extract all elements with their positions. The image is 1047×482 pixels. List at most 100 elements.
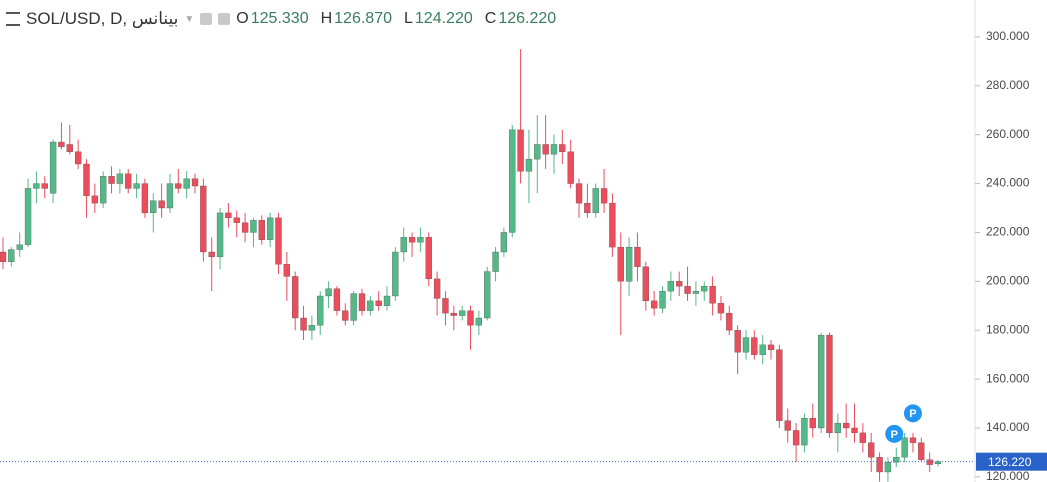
y-tick-label: 200.000 [986, 274, 1030, 288]
candle-body [325, 288, 332, 297]
price-tag [976, 452, 1047, 471]
candle-body [784, 420, 791, 431]
ohlc-value: 124.220 [414, 10, 473, 27]
candle-body [74, 151, 82, 165]
candle-body [125, 173, 132, 189]
candle-body [433, 278, 441, 299]
candle-body [692, 290, 700, 294]
candle-body [884, 462, 892, 473]
candle-body [500, 232, 508, 253]
candle-body [801, 418, 808, 446]
candle-body [8, 249, 15, 262]
candle-body [66, 144, 73, 152]
y-tick-label: 300.000 [986, 29, 1030, 43]
candle-body [600, 188, 608, 204]
candle-body [484, 271, 491, 319]
ohlc-item: C 126.220 [485, 10, 556, 28]
eye-icon[interactable] [200, 13, 213, 25]
candle-body [191, 178, 199, 187]
candle-body [41, 183, 48, 189]
marker-label: P [891, 429, 898, 441]
candle-body [392, 251, 399, 297]
candle-body [216, 212, 224, 258]
candle-body [517, 129, 524, 172]
candle-body [133, 183, 140, 189]
candle-body [24, 188, 32, 245]
candle-body [275, 217, 282, 265]
candle-body [350, 293, 357, 321]
candle-body [701, 286, 708, 292]
candle-body [751, 337, 758, 355]
candle-body [542, 144, 549, 155]
candle-body [684, 286, 691, 294]
candle-body [567, 151, 574, 184]
candle-body [250, 220, 257, 233]
candle-body [283, 264, 290, 277]
candle-body [258, 220, 265, 240]
symbol[interactable]: SOL/USD, D, بينانس [26, 9, 179, 28]
candle-body [634, 246, 641, 267]
candle-body [592, 188, 599, 214]
price-tag-label: 126.220 [988, 455, 1032, 469]
candle-body [817, 334, 825, 429]
ohlc-value: 126.870 [334, 10, 392, 27]
candle-body [33, 183, 40, 189]
candle-body [584, 202, 591, 214]
candle-body [0, 251, 7, 262]
candle-body [459, 310, 466, 316]
candle-body [358, 293, 366, 311]
candle-body [667, 281, 675, 292]
dropdown[interactable]: ▼ [184, 13, 195, 25]
candle-body [308, 325, 316, 331]
candle-body [450, 312, 457, 316]
candle-body [776, 349, 783, 421]
candle-body [425, 237, 432, 280]
ohlc-key: L [404, 10, 413, 27]
candle-body [333, 288, 341, 311]
y-tick-label: 240.000 [986, 176, 1030, 190]
ohlc-value: 125.330 [250, 10, 309, 27]
candle-body [868, 442, 875, 458]
candle-body [266, 217, 274, 240]
ohlc-key: O [236, 10, 249, 27]
y-tick-label: 180.000 [986, 322, 1030, 336]
candle-body [525, 158, 533, 172]
candle-body [100, 176, 107, 204]
candle-body [342, 310, 349, 321]
candle-body [659, 290, 666, 309]
candle-body [49, 141, 57, 194]
candle-body [709, 286, 716, 304]
candle-body [417, 237, 424, 243]
candle-body [734, 330, 741, 353]
candle-body [909, 437, 917, 443]
ohlc-item: O 125.330 [236, 10, 308, 28]
candle-body [292, 276, 299, 319]
ohlc-key: C [484, 10, 497, 27]
candle-body [934, 461, 942, 464]
menu-icon[interactable] [6, 12, 20, 26]
candle-body [926, 459, 933, 465]
candle-body [317, 295, 324, 326]
candle-body [901, 437, 908, 458]
candle-body [575, 183, 583, 204]
ohlc-key: H [320, 10, 333, 27]
candle-body [726, 312, 733, 331]
candle-body [843, 422, 850, 429]
y-tick-label: 260.000 [986, 127, 1030, 141]
candle-body [859, 432, 867, 443]
candle-body [58, 141, 65, 148]
candle-body [876, 457, 883, 473]
candle-body [809, 418, 816, 429]
candle-body [742, 337, 750, 353]
candle-body [83, 163, 90, 196]
candle-body [108, 176, 115, 184]
candle-body [509, 129, 516, 233]
settings-icon[interactable] [218, 13, 231, 25]
candle-body [225, 212, 232, 218]
candle-body [208, 251, 215, 258]
candle-body [442, 298, 449, 314]
candle-body [183, 178, 190, 189]
candle-body [383, 295, 391, 306]
candle-body [233, 217, 240, 223]
